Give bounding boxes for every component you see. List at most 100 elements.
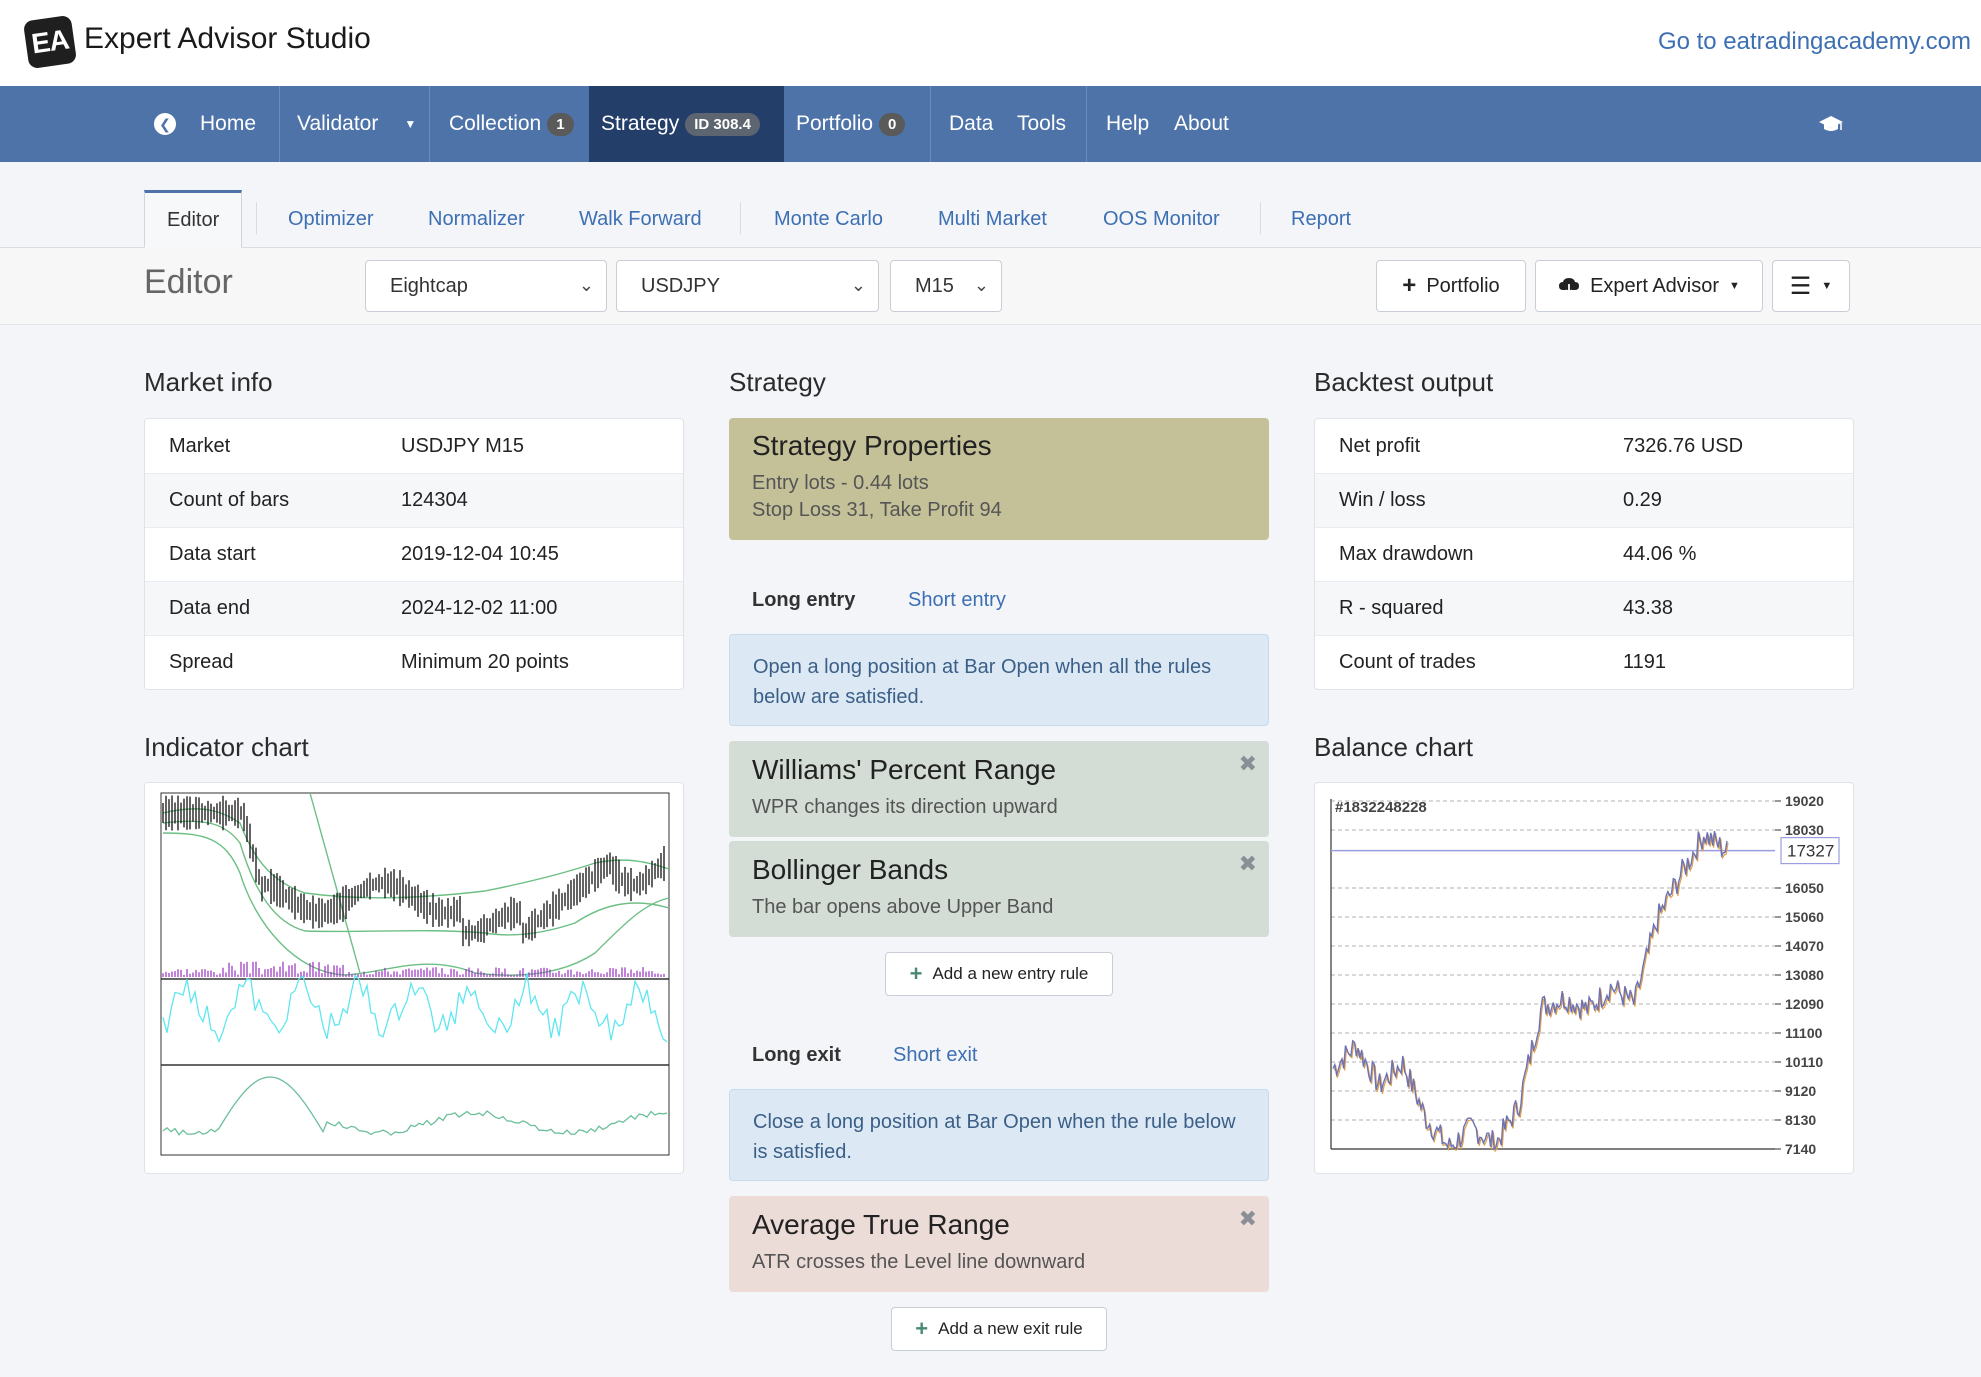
row-value: 7326.76 USD <box>1623 434 1744 457</box>
app-logo: EA <box>22 14 78 70</box>
table-row: Count of bars 124304 <box>145 473 683 527</box>
row-value: 44.06 % <box>1623 543 1697 565</box>
editor-toolbar: Editor Eightcap ⌄ USDJPY ⌄ M15 ⌄ + Portf… <box>0 249 1981 325</box>
portfolio-button-label: Portfolio <box>1426 274 1500 297</box>
external-site-link[interactable]: Go to eatradingacademy.com <box>1657 28 1971 55</box>
chevron-down-icon: ⌄ <box>973 275 989 295</box>
tab-report[interactable]: Report <box>1291 207 1352 230</box>
table-row: Max drawdown 44.06 % <box>1315 527 1853 581</box>
stop-loss-take-profit-text: Stop Loss 31, Take Profit 94 <box>752 499 1002 521</box>
table-row: R - squared 43.38 <box>1315 581 1853 635</box>
tab-divider <box>740 202 741 234</box>
y-tick-label: 13080 <box>1785 967 1824 983</box>
close-icon[interactable]: ✖ <box>1238 751 1257 776</box>
nav-divider <box>1086 86 1087 162</box>
row-label: Data end <box>169 597 251 619</box>
close-icon[interactable]: ✖ <box>1238 1206 1257 1231</box>
bollinger-middle-band <box>162 820 670 936</box>
tab-multi-market[interactable]: Multi Market <box>938 207 1047 230</box>
nav-help[interactable]: Help <box>1106 112 1150 135</box>
tab-normalizer[interactable]: Normalizer <box>428 207 525 230</box>
row-label: Win / loss <box>1339 489 1426 511</box>
tab-editor[interactable]: Editor <box>144 190 243 248</box>
volume-bars <box>162 961 665 977</box>
tab-monte-carlo[interactable]: Monte Carlo <box>774 207 883 230</box>
nav-portfolio[interactable]: Portfolio 0 <box>796 86 906 162</box>
entry-lots-text: Entry lots - 0.44 lots <box>752 472 929 494</box>
backtest-output-table: Net profit 7326.76 USD Win / loss 0.29 Max… <box>1314 418 1854 690</box>
row-value: 124304 <box>401 489 468 511</box>
current-value-label: 17327 <box>1787 842 1834 861</box>
nav-divider <box>930 86 931 162</box>
price-candles <box>162 795 665 947</box>
nav-home[interactable]: ❮ Home <box>154 86 256 162</box>
close-icon[interactable]: ✖ <box>1238 851 1257 876</box>
nav-strategy[interactable]: Strategy ID 308.4 <box>589 86 784 162</box>
broker-select-value: Eightcap <box>390 274 468 297</box>
plus-icon: + <box>1402 272 1417 299</box>
add-entry-rule-button[interactable]: + Add a new entry rule <box>885 952 1113 996</box>
options-menu-button[interactable]: ☰ ▼ <box>1772 260 1850 312</box>
short-exit-tab[interactable]: Short exit <box>893 1044 978 1066</box>
row-label: Spread <box>169 651 234 673</box>
entry-rule-title: Bollinger Bands <box>752 854 949 885</box>
entry-rule-card[interactable]: Williams' Percent Range WPR changes its … <box>729 741 1269 837</box>
exit-rule-title: Average True Range <box>752 1209 1010 1240</box>
nav-validator-label: Validator <box>297 112 379 135</box>
bollinger-spike-line <box>309 792 361 974</box>
entry-info-box: Open a long position at Bar Open when al… <box>729 634 1269 726</box>
y-tick-label: 18030 <box>1785 822 1824 838</box>
market-info-heading: Market info <box>144 367 273 397</box>
long-exit-tab[interactable]: Long exit <box>752 1044 841 1066</box>
nav-about[interactable]: About <box>1174 112 1229 135</box>
nav-collection[interactable]: Collection 1 <box>449 86 574 162</box>
exit-rule-card[interactable]: Average True Range ATR crosses the Level… <box>729 1196 1269 1292</box>
symbol-select-value: USDJPY <box>641 274 720 297</box>
nav-validator[interactable]: Validator ▼ <box>297 86 416 162</box>
entry-rule-description: The bar opens above Upper Band <box>752 896 1054 918</box>
caret-down-icon: ▼ <box>1729 280 1740 292</box>
nav-data[interactable]: Data <box>949 112 994 135</box>
table-row: Win / loss 0.29 <box>1315 473 1853 527</box>
nav-home-label: Home <box>200 112 257 135</box>
add-exit-rule-button[interactable]: + Add a new exit rule <box>891 1307 1107 1351</box>
strategy-id-badge: ID 308.4 <box>685 112 760 136</box>
logo-text: EA <box>29 23 71 60</box>
app-header: EA Expert Advisor Studio Go to eatrading… <box>0 0 1981 86</box>
entry-rule-description: WPR changes its direction upward <box>752 796 1058 818</box>
caret-down-icon: ▼ <box>1821 280 1833 292</box>
long-entry-tab[interactable]: Long entry <box>752 589 856 611</box>
tab-walk-forward[interactable]: Walk Forward <box>579 207 702 230</box>
graduation-cap-icon[interactable] <box>1818 86 1844 162</box>
row-label: Count of bars <box>169 489 290 511</box>
balance-chart-heading: Balance chart <box>1314 732 1473 762</box>
row-value: 43.38 <box>1623 597 1674 619</box>
atr-indicator-line <box>162 1076 668 1136</box>
row-label: Market <box>169 434 231 457</box>
y-tick-label: 14070 <box>1785 938 1824 954</box>
strategy-properties-card[interactable]: Strategy Properties Entry lots - 0.44 lo… <box>729 418 1269 540</box>
row-value: 0.29 <box>1623 489 1662 511</box>
broker-select[interactable]: Eightcap ⌄ <box>365 260 607 312</box>
symbol-select[interactable]: USDJPY ⌄ <box>616 260 879 312</box>
balance-chart-panel: 19020 18030 16050 15060 14070 13080 12090 11100… <box>1314 782 1854 1174</box>
entry-rule-card[interactable]: Bollinger Bands The bar opens above Uppe… <box>729 841 1269 937</box>
row-label: Max drawdown <box>1339 543 1474 565</box>
nav-tools[interactable]: Tools <box>1017 112 1067 135</box>
short-entry-tab[interactable]: Short entry <box>908 589 1006 611</box>
y-tick-label: 9120 <box>1785 1083 1816 1099</box>
main-navbar: ❮ Home Validator ▼ Collection 1 Strategy… <box>0 86 1981 162</box>
y-tick-label: 11100 <box>1785 1025 1823 1041</box>
tab-optimizer[interactable]: Optimizer <box>288 207 374 230</box>
table-row: Net profit 7326.76 USD <box>1315 419 1853 473</box>
timeframe-select[interactable]: M15 ⌄ <box>890 260 1002 312</box>
nav-divider <box>279 86 280 162</box>
tool-tabs: Editor Optimizer Normalizer Walk Forward… <box>0 162 1981 248</box>
cloud-download-icon <box>1559 278 1580 295</box>
strategy-heading: Strategy <box>729 367 826 397</box>
expert-advisor-button[interactable]: Expert Advisor ▼ <box>1535 260 1763 312</box>
add-to-portfolio-button[interactable]: + Portfolio <box>1376 260 1526 312</box>
tab-oos-monitor[interactable]: OOS Monitor <box>1103 207 1220 230</box>
add-exit-rule-label: Add a new exit rule <box>938 1319 1083 1338</box>
chevron-down-icon: ⌄ <box>578 275 594 295</box>
